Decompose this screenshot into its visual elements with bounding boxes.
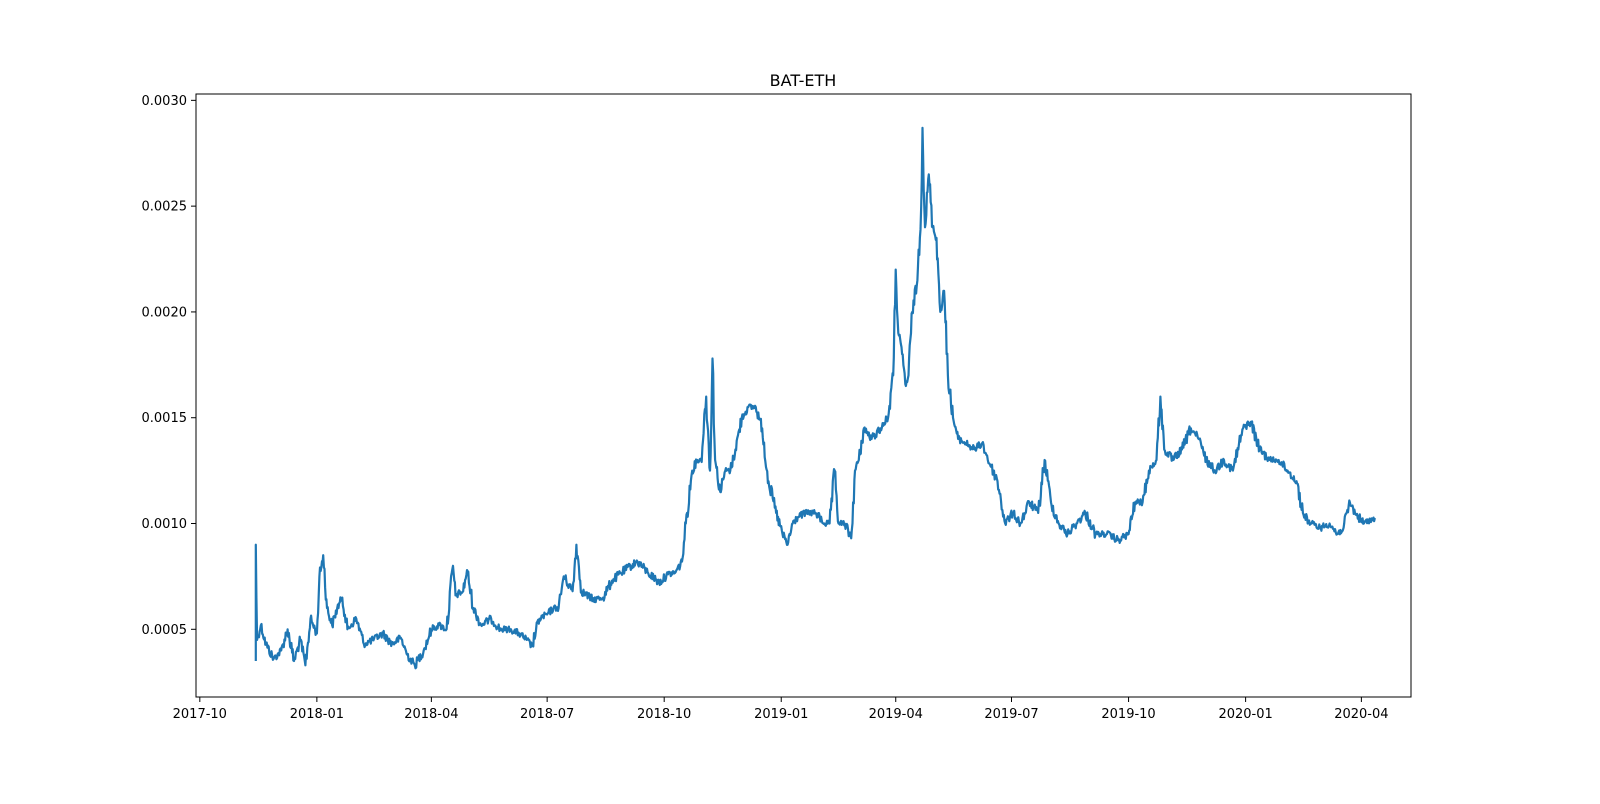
x-tick-label: 2018-01 xyxy=(290,707,344,722)
y-tick-label: 0.0010 xyxy=(142,517,188,532)
x-tick-label: 2019-10 xyxy=(1101,707,1155,722)
chart-title: BAT-ETH xyxy=(770,71,837,90)
y-tick-label: 0.0005 xyxy=(142,623,188,638)
x-tick-label: 2017-10 xyxy=(173,707,227,722)
x-tick-label: 2018-07 xyxy=(520,707,574,722)
y-tick-label: 0.0015 xyxy=(142,411,188,426)
x-tick-label: 2019-04 xyxy=(869,707,923,722)
plot-area-frame xyxy=(195,93,1412,698)
x-tick-label: 2018-04 xyxy=(404,707,458,722)
y-tick-label: 0.0030 xyxy=(142,94,188,109)
x-tick-label: 2019-07 xyxy=(984,707,1038,722)
series-layer xyxy=(254,126,1376,670)
y-tick-label: 0.0025 xyxy=(142,200,188,215)
x-tick-label: 2018-10 xyxy=(637,707,691,722)
y-axis: 0.0005 0.0010 0.0015 0.0020 0.0025 0.0030 xyxy=(142,94,196,638)
series-line xyxy=(254,126,1376,670)
x-tick-label: 2019-01 xyxy=(754,707,808,722)
y-tick-label: 0.0020 xyxy=(142,305,188,320)
x-tick-label: 2020-04 xyxy=(1334,707,1388,722)
x-axis: 2017-10 2018-01 2018-04 2018-07 2018-10 2019-… xyxy=(173,697,1389,722)
x-tick-label: 2020-01 xyxy=(1218,707,1272,722)
